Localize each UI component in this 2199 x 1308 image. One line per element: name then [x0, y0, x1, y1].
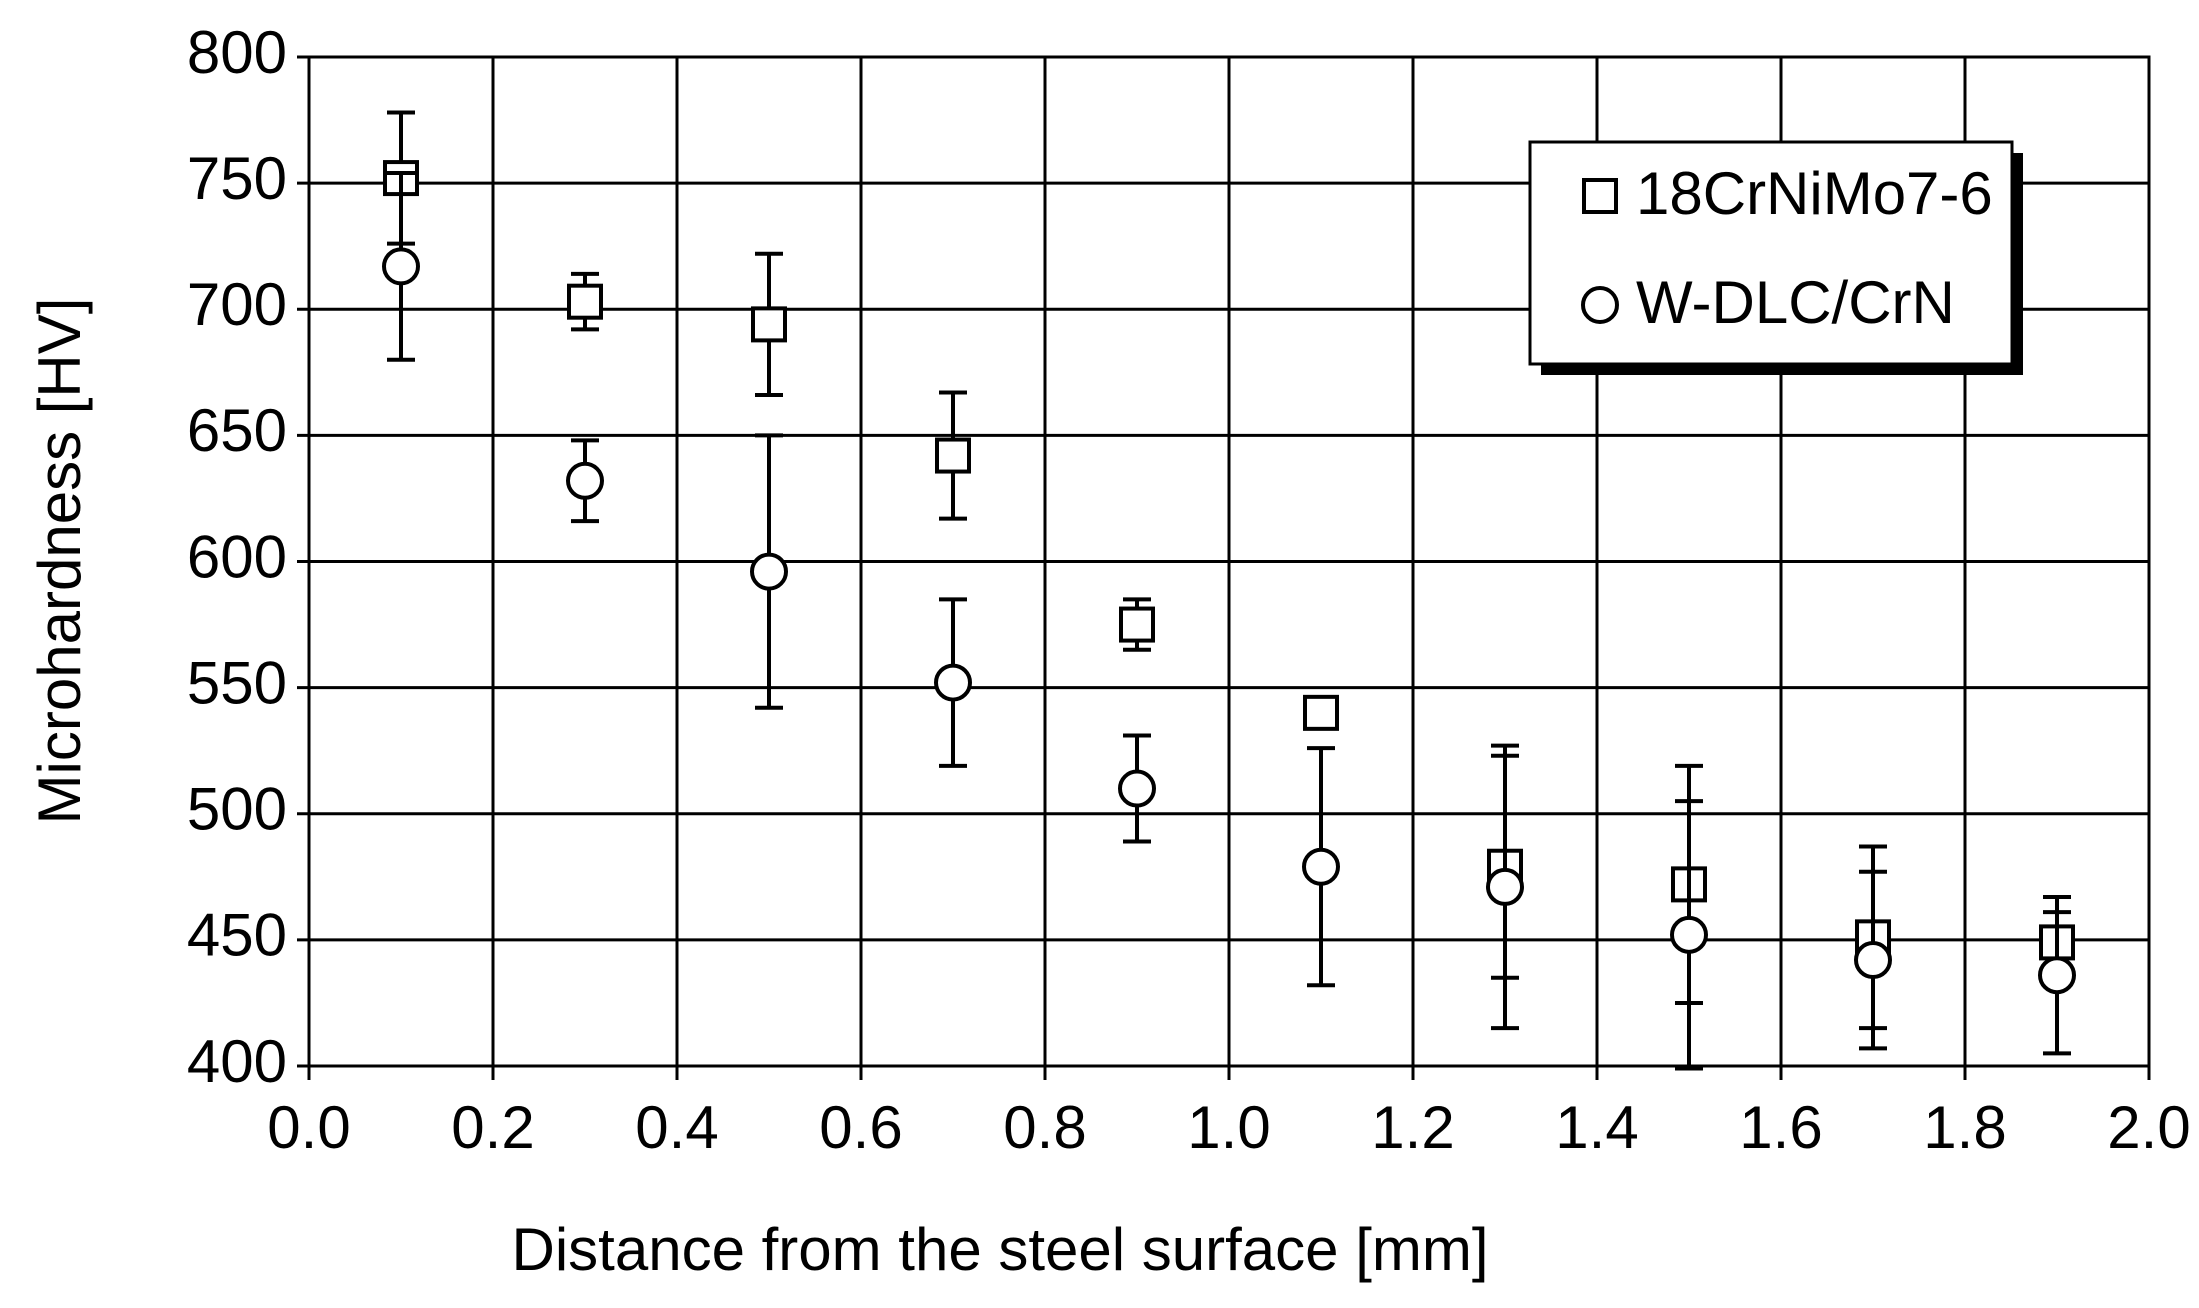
x-tick-label: 1.6 [1739, 1094, 1822, 1161]
marker [934, 663, 972, 702]
marker [1118, 769, 1156, 808]
marker [1302, 847, 1340, 886]
y-tick-label: 700 [187, 271, 287, 338]
marker [935, 437, 971, 474]
x-tick-label: 1.2 [1371, 1094, 1454, 1161]
y-tick-label: 750 [187, 145, 287, 212]
legend-marker [1581, 286, 1619, 324]
x-tick-label: 0.2 [451, 1094, 534, 1161]
marker [1854, 941, 1892, 980]
marker [751, 306, 787, 343]
plot-frame [307, 55, 2151, 1068]
legend-label: W-DLC/CrN [1636, 269, 1955, 336]
x-tick-label: 0.8 [1003, 1094, 1086, 1161]
x-tick-label: 2.0 [2107, 1094, 2190, 1161]
y-tick-label: 600 [187, 523, 287, 590]
marker [566, 461, 604, 500]
marker [567, 283, 603, 320]
x-tick-label: 1.0 [1187, 1094, 1270, 1161]
y-tick-label: 500 [187, 776, 287, 843]
x-tick-label: 0.0 [267, 1094, 350, 1161]
marker [1119, 606, 1155, 643]
y-axis-label: Microhardness [HV] [26, 298, 93, 825]
x-axis-label: Distance from the steel surface [mm] [512, 1216, 1489, 1283]
x-tick-label: 1.4 [1555, 1094, 1638, 1161]
y-tick-label: 450 [187, 902, 287, 969]
y-tick-label: 550 [187, 649, 287, 716]
marker [1486, 867, 1524, 906]
marker [382, 247, 420, 286]
y-tick-label: 400 [187, 1028, 287, 1095]
x-tick-label: 0.6 [819, 1094, 902, 1161]
x-tick-label: 0.4 [635, 1094, 718, 1161]
marker [1303, 694, 1339, 731]
legend-label: 18CrNiMo7-6 [1636, 160, 1993, 227]
legend-marker [1582, 178, 1618, 214]
y-tick-label: 800 [187, 19, 287, 86]
y-tick-label: 650 [187, 397, 287, 464]
marker [1670, 915, 1708, 954]
marker [750, 552, 788, 591]
x-tick-label: 1.8 [1923, 1094, 2006, 1161]
marker [2038, 956, 2076, 995]
